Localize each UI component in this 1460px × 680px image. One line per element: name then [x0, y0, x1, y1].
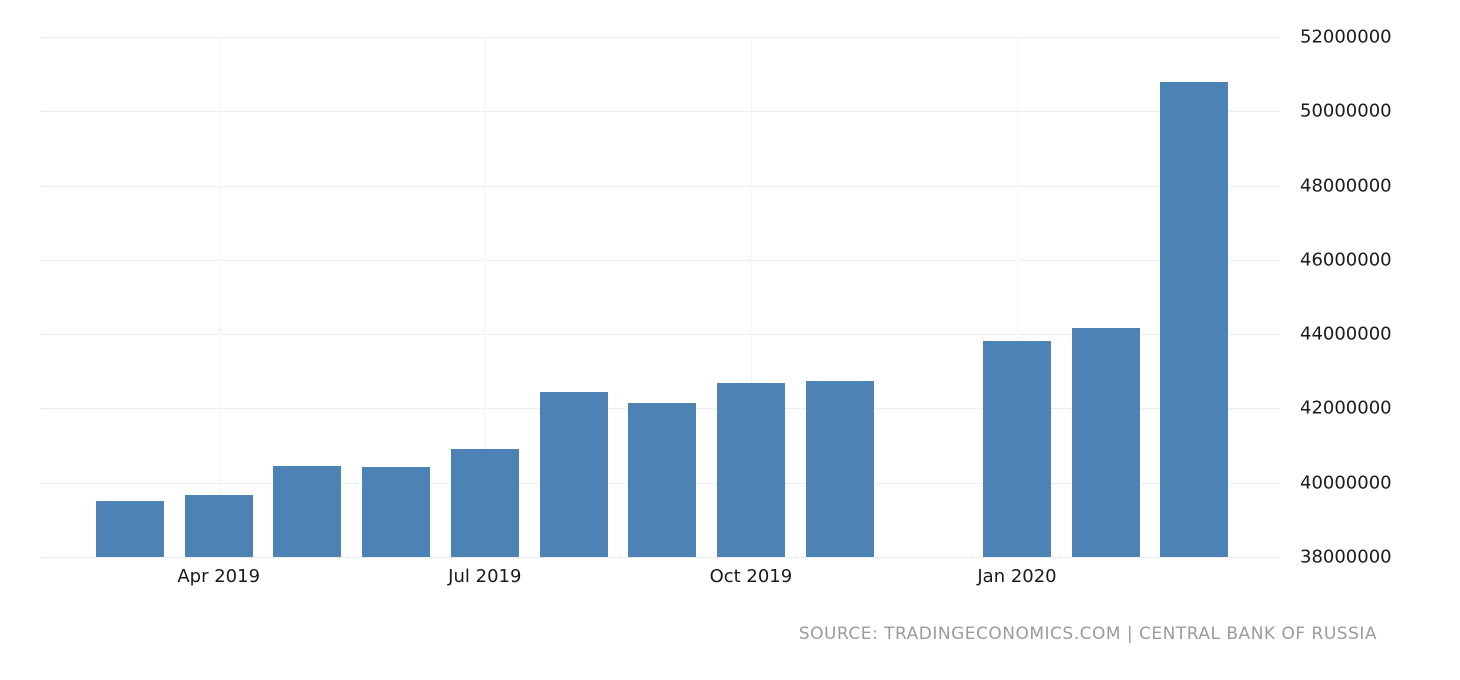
vertical-gridline — [750, 37, 752, 557]
gridline — [40, 334, 1280, 336]
gridline — [40, 111, 1280, 113]
vertical-gridline — [484, 37, 486, 557]
vertical-gridline — [218, 37, 220, 557]
x-axis-tick-label: Apr 2019 — [177, 566, 261, 587]
bar[interactable] — [1160, 82, 1229, 557]
gridline — [40, 259, 1280, 261]
bar[interactable] — [450, 449, 519, 557]
bar[interactable] — [628, 402, 697, 557]
bar[interactable] — [184, 494, 253, 557]
bar[interactable] — [1071, 327, 1140, 557]
y-axis-tick-label: 40000000 — [1300, 472, 1392, 494]
source-attribution: SOURCE: TRADINGECONOMICS.COM | CENTRAL B… — [799, 624, 1377, 644]
bar[interactable] — [539, 391, 608, 557]
x-axis-tick-label: Jan 2020 — [977, 566, 1057, 587]
gridline — [40, 557, 1280, 558]
bar[interactable] — [805, 381, 874, 557]
gridline — [40, 185, 1280, 187]
y-axis-tick-label: 52000000 — [1300, 26, 1392, 48]
plot-area — [40, 37, 1280, 558]
gridline — [40, 37, 1280, 38]
x-axis-tick-label: Oct 2019 — [709, 566, 793, 587]
bar[interactable] — [273, 466, 342, 557]
y-axis-tick-label: 44000000 — [1300, 323, 1392, 345]
y-axis-tick-label: 48000000 — [1300, 175, 1392, 197]
y-axis-tick-label: 46000000 — [1300, 249, 1392, 271]
y-axis-tick-label: 38000000 — [1300, 546, 1392, 568]
y-axis-tick-label: 42000000 — [1300, 397, 1392, 419]
bar[interactable] — [96, 501, 164, 557]
vertical-gridline — [1017, 37, 1018, 557]
y-axis-tick-label: 50000000 — [1300, 100, 1392, 122]
x-axis-tick-label: Jul 2019 — [448, 566, 522, 587]
bar[interactable] — [716, 383, 785, 557]
bar[interactable] — [362, 467, 431, 557]
bar[interactable] — [983, 340, 1051, 557]
source-text: SOURCE: TRADINGECONOMICS.COM | CENTRAL B… — [798, 624, 1377, 644]
